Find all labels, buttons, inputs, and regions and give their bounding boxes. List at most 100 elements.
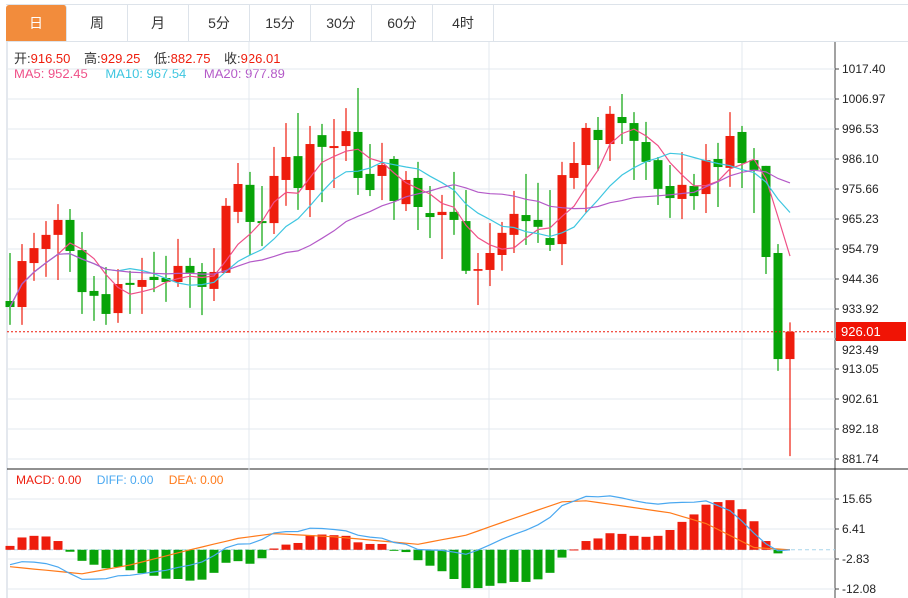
- candle: [101, 267, 111, 325]
- macd-bar: [713, 502, 723, 550]
- y-tick-label: 1006.97: [842, 92, 886, 106]
- tab-1[interactable]: 周: [67, 5, 128, 41]
- macd-bar: [425, 549, 435, 566]
- candle-body: [293, 156, 303, 189]
- tab-7[interactable]: 4时: [433, 5, 494, 41]
- candle-body: [785, 331, 795, 360]
- macd-bar: [629, 535, 639, 550]
- macd-bar: [245, 549, 255, 564]
- candle: [569, 142, 579, 189]
- macd-bar: [509, 549, 519, 582]
- close-value: 926.01: [240, 51, 281, 66]
- macd-bar: [473, 549, 483, 589]
- candle-body: [509, 213, 519, 235]
- tab-3[interactable]: 5分: [189, 5, 250, 41]
- candle: [617, 94, 627, 145]
- tab-4[interactable]: 15分: [250, 5, 311, 41]
- candle: [353, 87, 363, 195]
- candle-body: [665, 186, 675, 199]
- macd-legend-value: MACD: 0.00: [16, 473, 82, 487]
- ma-legend: MA5: 952.45 MA10: 967.54 MA20: 977.89: [14, 66, 299, 81]
- macd-bar: [161, 549, 171, 579]
- tab-5[interactable]: 30分: [311, 5, 372, 41]
- macd-bar: [101, 549, 111, 569]
- macd-bar: [521, 549, 531, 582]
- candle-body: [461, 221, 471, 271]
- candle: [605, 106, 615, 161]
- candle: [185, 257, 195, 308]
- macd-bar: [29, 535, 39, 550]
- candle: [413, 161, 423, 230]
- candle: [293, 112, 303, 210]
- candle: [461, 190, 471, 274]
- candle-body: [557, 175, 567, 245]
- open-label: 开:: [14, 51, 31, 66]
- candle-body: [449, 211, 459, 220]
- open-value: 916.50: [30, 51, 71, 66]
- candle: [389, 156, 399, 220]
- candle: [77, 232, 87, 314]
- candle: [521, 173, 531, 245]
- candle-body: [197, 271, 207, 287]
- candle: [725, 112, 735, 187]
- y-tick-label: 902.61: [842, 392, 879, 406]
- macd-bar: [581, 541, 591, 550]
- current-price-label: 926.01: [836, 322, 906, 341]
- macd-bar: [605, 533, 615, 550]
- candle-body: [245, 184, 255, 222]
- candle: [485, 223, 495, 287]
- macd-bar: [689, 514, 699, 550]
- candle-body: [89, 290, 99, 296]
- candle-body: [593, 129, 603, 141]
- candle: [533, 182, 543, 243]
- macd-bar: [533, 549, 543, 580]
- candle-body: [341, 131, 351, 147]
- candle-body: [473, 269, 483, 271]
- macd-tick-label: -2.83: [842, 552, 870, 566]
- candle: [641, 121, 651, 180]
- diff-legend-value: DIFF: 0.00: [96, 473, 154, 487]
- candle: [737, 125, 747, 189]
- y-tick-label: 944.36: [842, 272, 879, 286]
- candle-body: [569, 163, 579, 178]
- macd-bar: [593, 538, 603, 550]
- candle-body: [281, 156, 291, 180]
- candle-body: [29, 248, 39, 264]
- candle-body: [749, 160, 759, 170]
- tab-6[interactable]: 60分: [372, 5, 433, 41]
- ma10-legend: MA10: 967.54: [105, 66, 187, 81]
- candle: [305, 125, 315, 218]
- ma20-line: [9, 169, 791, 308]
- macd-bar: [257, 549, 267, 559]
- macd-bar: [413, 549, 423, 561]
- candle: [713, 142, 723, 207]
- y-tick-label: 975.66: [842, 182, 879, 196]
- candle-body: [305, 144, 315, 191]
- macd-bar: [5, 545, 15, 550]
- candle: [557, 161, 567, 266]
- candle-body: [209, 271, 219, 289]
- macd-bar: [341, 535, 351, 550]
- candle-body: [497, 232, 507, 256]
- dea-legend-value: DEA: 0.00: [168, 473, 224, 487]
- ma20-legend: MA20: 977.89: [203, 66, 285, 81]
- candle: [665, 165, 675, 218]
- candle-body: [41, 234, 51, 249]
- tab-0[interactable]: 日: [6, 5, 67, 41]
- candle-body: [701, 160, 711, 195]
- candle-body: [413, 177, 423, 207]
- macd-tick-label: 6.41: [842, 522, 866, 536]
- candle: [773, 244, 783, 371]
- candle: [701, 144, 711, 214]
- candle-body: [581, 127, 591, 166]
- candle-body: [77, 250, 87, 293]
- candle: [137, 257, 147, 314]
- macd-bar: [281, 544, 291, 550]
- tab-2[interactable]: 月: [128, 5, 189, 41]
- candle-body: [521, 215, 531, 222]
- candle-body: [137, 280, 147, 287]
- macd-bar: [461, 549, 471, 589]
- candle: [401, 171, 411, 212]
- macd-bar: [665, 529, 675, 550]
